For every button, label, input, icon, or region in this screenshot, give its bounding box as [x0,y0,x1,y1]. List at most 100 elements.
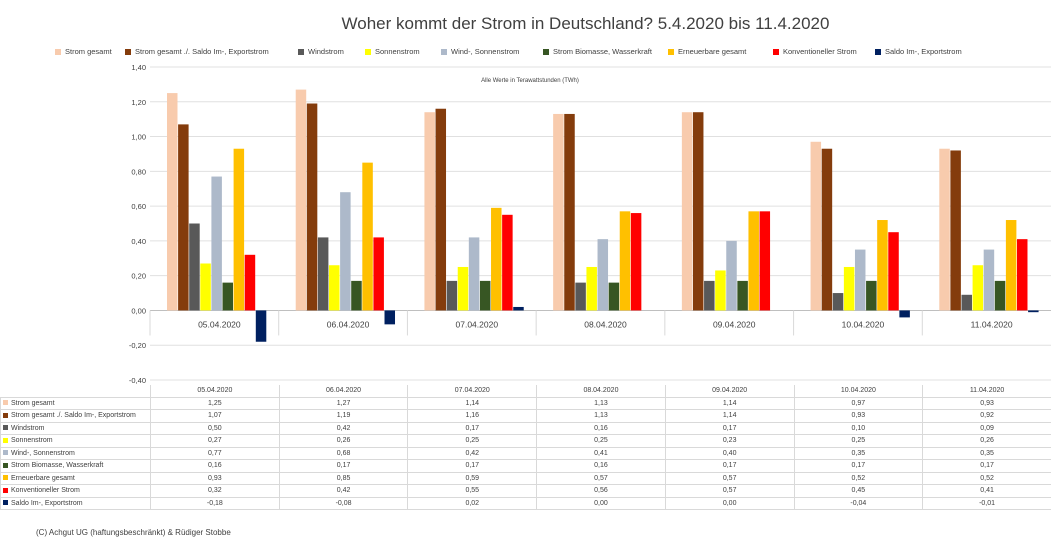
table-cell: 0,57 [536,471,666,485]
y-tick-label: 0,60 [131,202,146,211]
legend-swatch [55,48,61,55]
bar [340,192,351,311]
legend-swatch [668,48,674,55]
row-name: Saldo Im-, Exportstrom [11,499,83,507]
table-cell: 0,45 [793,484,924,498]
table-cell: 0,35 [793,446,924,460]
table-cell: 0,26 [922,434,1051,448]
row-swatch [3,475,8,481]
row-swatch [3,500,8,506]
table-cell: 1,14 [407,396,538,410]
legend-label: Konventioneller Strom [783,47,857,56]
table-cell: -0,04 [793,496,924,510]
legend: Strom gesamt Strom gesamt ./. Saldo Im-, … [55,47,1045,61]
bar [972,265,984,311]
bar [899,310,910,318]
table-header: 07.04.2020 [407,385,538,398]
bar [748,211,759,311]
legend-swatch [441,48,447,55]
table-cell: 1,19 [278,409,409,423]
bar [961,294,972,311]
table-cell: 0,00 [536,496,666,510]
bar [1005,220,1017,311]
row-name: Wind-, Sonnenstrom [11,449,75,457]
bar [575,282,586,311]
y-tick-label: -0,40 [129,376,146,385]
row-label: Strom gesamt ./. Saldo Im-, Exportstrom [0,409,151,423]
table-cell: 0,56 [536,484,666,498]
legend-item: Saldo Im-, Exportstrom [875,47,962,56]
x-tick-label: 09.04.2020 [713,319,756,329]
table-cell: 0,59 [407,471,538,485]
bar [821,148,833,311]
bar [222,282,233,311]
table-cell: 0,77 [150,446,280,460]
bar [983,249,995,311]
table-cell: 0,17 [407,459,538,473]
table-cell: 1,25 [150,396,280,410]
table-cell: 0,02 [407,496,538,510]
y-tick-label: 1,40 [131,63,146,72]
table-cell: -0,18 [150,496,280,510]
table-cell: 0,17 [407,421,538,435]
bar [1016,239,1028,311]
table-cell: 1,14 [664,396,795,410]
table-cell: 0,25 [407,434,538,448]
bar [681,112,693,311]
bar [384,310,396,325]
row-swatch [3,437,8,443]
bar [189,223,200,311]
bar [295,89,307,311]
table-cell: 0,16 [150,459,280,473]
table-cell: 0,97 [793,396,924,410]
legend-item: Wind-, Sonnenstrom [441,47,519,56]
bar [726,240,737,311]
row-name: Erneuerbare gesamt [11,474,75,482]
legend-label: Saldo Im-, Exportstrom [885,47,962,56]
x-tick-label: 11.04.2020 [971,319,1013,329]
table-cell: 0,52 [922,471,1051,485]
table-cell: 0,17 [793,459,924,473]
legend-label: Wind-, Sonnenstrom [451,47,520,56]
legend-item: Erneuerbare gesamt [668,47,746,56]
table-row: Erneuerbare gesamt 0,93 0,85 0,59 0,57 0,57 0,… [0,471,1051,485]
bar [178,124,189,311]
row-swatch [3,487,8,493]
legend-item: Konventioneller Strom [773,47,857,56]
bar [939,148,950,311]
table-cell: 0,17 [664,421,795,435]
chart-subtitle: Alle Werte in Terawattstunden (TWh) [481,78,579,84]
table-cell: 0,93 [922,396,1051,410]
bar [211,176,222,311]
table-cell: 0,41 [536,446,666,460]
bar [832,293,844,311]
bar [446,280,458,311]
table-cell: 1,14 [664,409,795,423]
y-tick-label: 0,20 [131,272,146,281]
table-cell: 0,85 [278,471,409,485]
bar [586,266,597,311]
x-tick-label: 06.04.2020 [327,319,370,329]
row-label: Wind-, Sonnenstrom [0,446,151,460]
bar [244,254,256,311]
table-header: 11.04.2020 [922,385,1051,398]
table-cell: 0,25 [793,434,924,448]
y-tick-label: -0,20 [129,341,146,350]
bar [692,112,704,311]
table-row: Saldo Im-, Exportstrom -0,18 -0,08 0,02 0,00… [0,496,1051,510]
legend-label: Windstrom [308,47,344,56]
copyright-text: (C) Achgut UG (haftungsbeschränkt) & Rüd… [36,528,231,537]
row-name: Strom gesamt ./. Saldo Im-, Exportstrom [11,412,136,420]
table-cell: 1,13 [536,396,666,410]
table-cell: 0,16 [536,421,666,435]
table-cell: 0,93 [150,471,280,485]
data-table: 05.04.2020 06.04.2020 07.04.2020 08.04.2020… [0,385,1051,510]
table-row: Sonnenstrom 0,27 0,26 0,25 0,25 0,23 0,25 0,26 [0,434,1051,448]
legend-label: Sonnenstrom [375,47,420,56]
table-cell: 0,42 [407,446,538,460]
bar [502,214,513,311]
table-cell: 0,23 [664,434,795,448]
bar [715,270,726,311]
table-row: Strom gesamt 1,25 1,27 1,14 1,13 1,14 0,97 0,93 [0,396,1051,410]
chart-title: Woher kommt der Strom in Deutschland? 5.… [341,14,830,33]
